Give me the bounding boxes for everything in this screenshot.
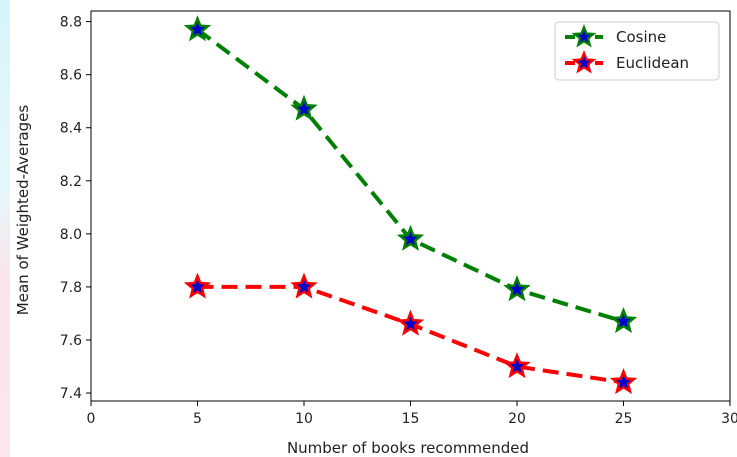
x-axis-label: Number of books recommended xyxy=(287,439,529,457)
data-point-euclidean xyxy=(396,309,425,336)
x-tick-label: 20 xyxy=(508,411,526,427)
legend-marker-cosine xyxy=(571,23,597,48)
x-tick-label: 10 xyxy=(295,411,313,427)
legend: Cosine Euclidean xyxy=(554,21,720,81)
x-tick-label: 30 xyxy=(721,411,737,427)
x-tick-label: 5 xyxy=(193,411,202,427)
legend-label-cosine: Cosine xyxy=(616,28,666,46)
x-tick-label: 15 xyxy=(402,411,420,427)
data-point-cosine xyxy=(396,224,425,251)
data-point-euclidean xyxy=(183,272,212,299)
data-point-euclidean xyxy=(609,368,638,395)
plot-layer: 0 5 10 15 20 25 30 7.4 7.6 7.8 8.0 8.2 8.4 8.6 8.8 xyxy=(60,10,737,427)
y-tick-label: 7.8 xyxy=(60,280,82,296)
series-cosine xyxy=(183,15,638,334)
y-tick-label: 7.6 xyxy=(60,333,82,349)
data-point-euclidean xyxy=(290,272,318,299)
y-tick-label: 8.4 xyxy=(60,121,82,137)
data-point-cosine xyxy=(290,94,318,121)
legend-marker-euclidean xyxy=(571,49,597,74)
y-tick-label: 8.6 xyxy=(60,68,82,84)
data-point-cosine xyxy=(183,15,212,42)
series-euclidean xyxy=(183,272,638,395)
y-tick-label: 8.2 xyxy=(60,174,82,190)
y-tick-label: 8.8 xyxy=(60,15,82,31)
data-point-cosine xyxy=(503,275,531,302)
y-tick-label: 8.0 xyxy=(60,227,82,243)
y-axis-label: Mean of Weighted-Averages xyxy=(14,105,32,316)
data-point-cosine xyxy=(609,307,638,334)
x-tick-label: 0 xyxy=(87,411,96,427)
legend-label-euclidean: Euclidean xyxy=(616,54,689,72)
data-point-euclidean xyxy=(503,352,531,379)
x-tick-label: 25 xyxy=(615,411,633,427)
left-edge-strip xyxy=(0,0,10,457)
y-tick-label: 7.4 xyxy=(60,386,82,402)
